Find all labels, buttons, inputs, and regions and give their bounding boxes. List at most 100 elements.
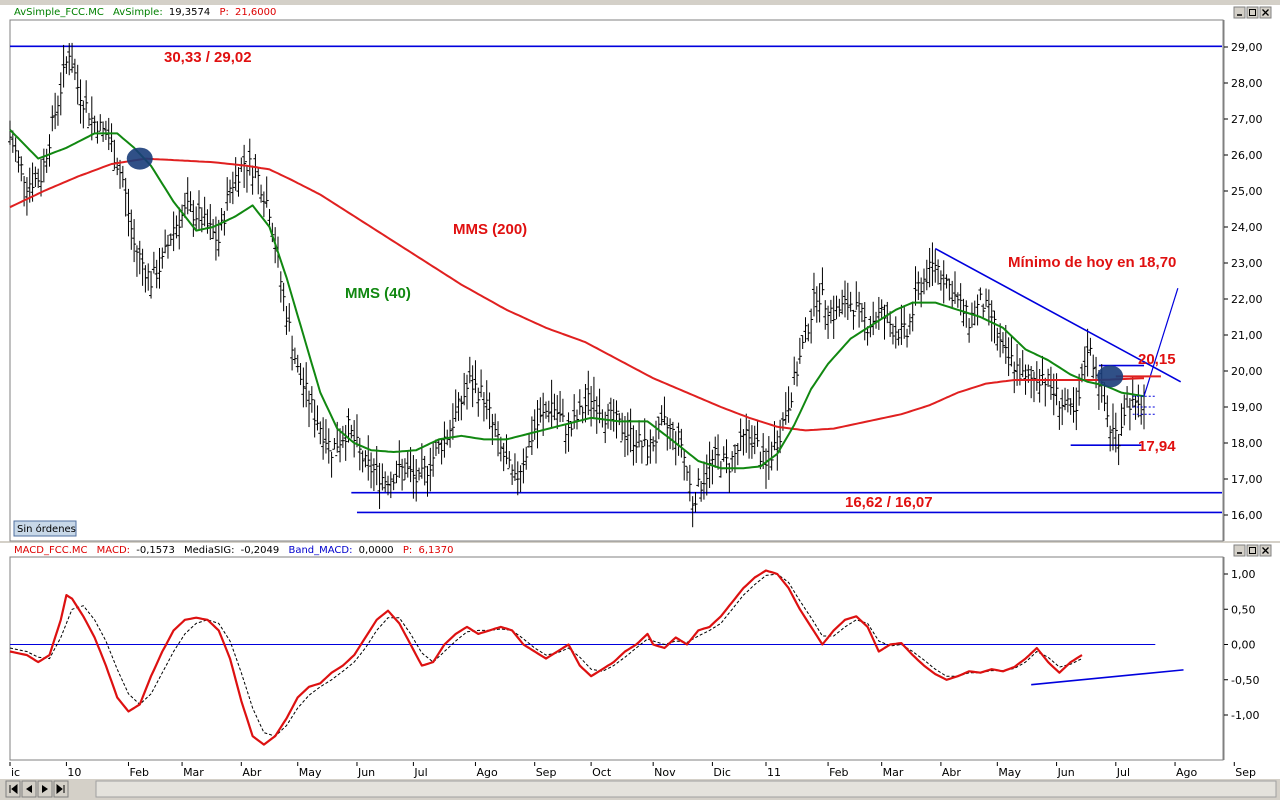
price-bar bbox=[1127, 398, 1132, 431]
price-bar bbox=[637, 420, 642, 448]
price-bar bbox=[978, 287, 983, 301]
price-bar bbox=[366, 435, 371, 481]
price-bar bbox=[338, 428, 343, 463]
price-bar bbox=[321, 417, 326, 460]
annotation-mms200: MMS (200) bbox=[453, 221, 527, 238]
price-bar bbox=[467, 356, 472, 384]
price-bar bbox=[126, 188, 131, 237]
price-bar bbox=[157, 247, 162, 289]
price-y-tick-label: 20,00 bbox=[1231, 365, 1263, 378]
price-bar bbox=[566, 412, 571, 452]
first-icon[interactable] bbox=[5, 780, 21, 798]
price-bar bbox=[298, 363, 303, 386]
price-panel: AvSimple_FCC.MC AvSimple: 19,3574 P: 21,… bbox=[0, 5, 1280, 542]
price-bar bbox=[893, 316, 898, 349]
price-y-axis: 29,00 28,00 27,00 26,00 25,00 24,00 23,00 22,00… bbox=[1223, 20, 1263, 541]
price-bar bbox=[930, 242, 935, 286]
x-tick-label: Jul bbox=[413, 766, 427, 779]
price-bar bbox=[560, 398, 565, 423]
price-bar bbox=[687, 464, 692, 502]
price-bar bbox=[24, 177, 29, 216]
price-bar bbox=[721, 446, 726, 462]
price-bar bbox=[383, 471, 388, 492]
price-bar bbox=[315, 405, 320, 431]
price-bar bbox=[498, 436, 503, 462]
close-icon[interactable] bbox=[1259, 544, 1272, 557]
price-plot-area[interactable] bbox=[9, 19, 1224, 542]
price-bar bbox=[64, 56, 69, 74]
x-tick-label: Mar bbox=[183, 766, 204, 779]
price-bar bbox=[267, 209, 272, 226]
mms200-series bbox=[9, 157, 1145, 432]
restore-icon[interactable] bbox=[1246, 544, 1259, 557]
price-bar bbox=[761, 433, 766, 469]
horizontal-scrollbar[interactable] bbox=[95, 780, 1277, 798]
price-bar bbox=[476, 387, 481, 417]
prev-icon[interactable] bbox=[21, 780, 37, 798]
price-bar bbox=[676, 422, 681, 456]
price-bar bbox=[137, 240, 142, 275]
price-bar bbox=[783, 392, 788, 425]
mms200-line bbox=[9, 157, 1145, 432]
price-bar bbox=[803, 317, 808, 343]
price-bar bbox=[256, 167, 261, 195]
price-window-buttons bbox=[1233, 6, 1272, 19]
last-icon[interactable] bbox=[53, 780, 69, 798]
price-bar bbox=[151, 251, 156, 274]
x-tick-label: Dic bbox=[713, 766, 731, 779]
price-bar bbox=[806, 323, 811, 342]
price-bar bbox=[622, 416, 627, 458]
price-bar bbox=[552, 393, 557, 421]
price-bar bbox=[541, 392, 546, 436]
price-bar bbox=[890, 323, 895, 345]
price-bar bbox=[92, 115, 97, 134]
price-y-tick-label: 25,00 bbox=[1231, 185, 1263, 198]
macd-y-tick-label: -1,00 bbox=[1231, 709, 1259, 722]
price-bar bbox=[859, 302, 864, 323]
price-y-tick-label: 17,00 bbox=[1231, 473, 1263, 486]
macd-line bbox=[9, 569, 1083, 746]
price-bar bbox=[374, 445, 379, 486]
price-bar bbox=[1113, 412, 1118, 453]
price-bar bbox=[569, 421, 574, 437]
price-bar bbox=[682, 449, 687, 481]
price-bar bbox=[512, 453, 517, 481]
price-bar bbox=[329, 450, 334, 478]
price-bar bbox=[1048, 366, 1053, 400]
price-bar bbox=[527, 433, 532, 448]
macd-panel: MACD_FCC.MC MACD: -0,1573 MediaSIG: -0,2… bbox=[0, 543, 1280, 765]
price-bar bbox=[563, 424, 568, 454]
price-bar bbox=[318, 421, 323, 445]
price-bar bbox=[984, 288, 989, 309]
price-bar bbox=[402, 458, 407, 481]
price-bar bbox=[679, 428, 684, 458]
price-bar bbox=[326, 428, 331, 464]
price-bar bbox=[191, 200, 196, 237]
next-icon[interactable] bbox=[37, 780, 53, 798]
restore-icon[interactable] bbox=[1246, 6, 1259, 19]
price-bar bbox=[1006, 337, 1011, 377]
price-bar bbox=[704, 454, 709, 496]
price-bar bbox=[177, 207, 182, 250]
x-tick-label: Jun bbox=[1057, 766, 1075, 779]
minimize-icon[interactable] bbox=[1233, 6, 1246, 19]
price-bar bbox=[363, 450, 368, 468]
price-bar bbox=[1119, 403, 1124, 436]
price-bar bbox=[202, 196, 207, 227]
price-bar bbox=[865, 326, 870, 346]
price-bar bbox=[163, 229, 168, 254]
price-bar bbox=[1065, 389, 1070, 413]
price-bar bbox=[927, 247, 932, 288]
close-icon[interactable] bbox=[1259, 6, 1272, 19]
price-bar bbox=[752, 425, 757, 455]
price-bar bbox=[876, 296, 881, 330]
sin-ordenes-button[interactable]: Sin órdenes bbox=[13, 520, 77, 537]
price-bar bbox=[78, 79, 83, 124]
price-bar bbox=[916, 271, 921, 301]
price-bar bbox=[532, 409, 537, 440]
price-bar bbox=[109, 123, 114, 153]
price-bar bbox=[747, 419, 752, 459]
price-bar bbox=[1108, 425, 1113, 452]
minimize-icon[interactable] bbox=[1233, 544, 1246, 557]
price-bar bbox=[696, 468, 701, 487]
